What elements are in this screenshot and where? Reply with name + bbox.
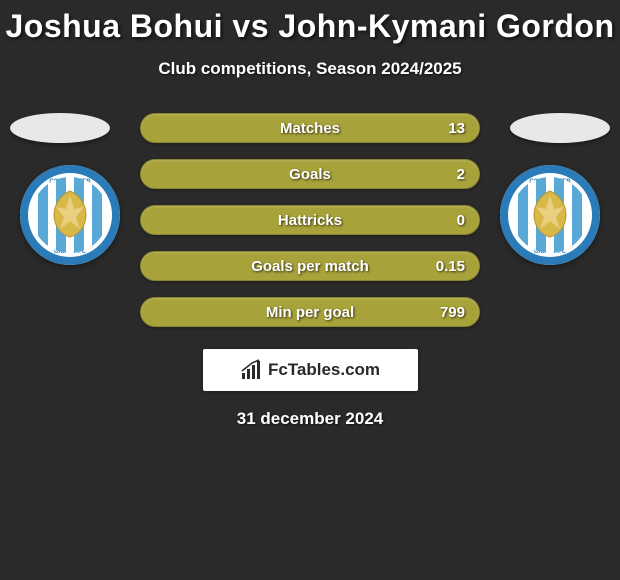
brand-box: FcTables.com	[203, 349, 418, 391]
comparison-content: COLCHESTER UNITED FC COLCHESTER UNITED F…	[0, 113, 620, 429]
stat-label: Matches	[280, 120, 340, 137]
stat-value: 799	[440, 304, 465, 321]
player-right-ellipse	[510, 113, 610, 143]
stat-label: Goals	[289, 166, 331, 183]
stat-value: 2	[457, 166, 465, 183]
stat-bars: Matches 13 Goals 2 Hattricks 0 Goals per…	[140, 113, 480, 327]
stat-bar-hattricks: Hattricks 0	[140, 205, 480, 235]
stat-label: Min per goal	[266, 304, 354, 321]
colchester-badge-icon: COLCHESTER UNITED FC	[20, 165, 120, 265]
stat-bar-min-per-goal: Min per goal 799	[140, 297, 480, 327]
brand-text: FcTables.com	[268, 360, 380, 380]
club-badge-left: COLCHESTER UNITED FC	[20, 165, 120, 265]
stat-bar-goals: Goals 2	[140, 159, 480, 189]
stat-bar-matches: Matches 13	[140, 113, 480, 143]
stat-label: Goals per match	[251, 258, 369, 275]
player-left-ellipse	[10, 113, 110, 143]
stat-label: Hattricks	[278, 212, 342, 229]
club-badge-right: COLCHESTER UNITED FC	[500, 165, 600, 265]
stat-value: 0	[457, 212, 465, 229]
stat-value: 13	[448, 120, 465, 137]
page-title: Joshua Bohui vs John-Kymani Gordon	[0, 0, 620, 45]
date-text: 31 december 2024	[0, 409, 620, 429]
chart-icon	[240, 359, 262, 381]
stat-bar-goals-per-match: Goals per match 0.15	[140, 251, 480, 281]
colchester-badge-icon: COLCHESTER UNITED FC	[500, 165, 600, 265]
subtitle: Club competitions, Season 2024/2025	[0, 59, 620, 79]
stat-value: 0.15	[436, 258, 465, 275]
